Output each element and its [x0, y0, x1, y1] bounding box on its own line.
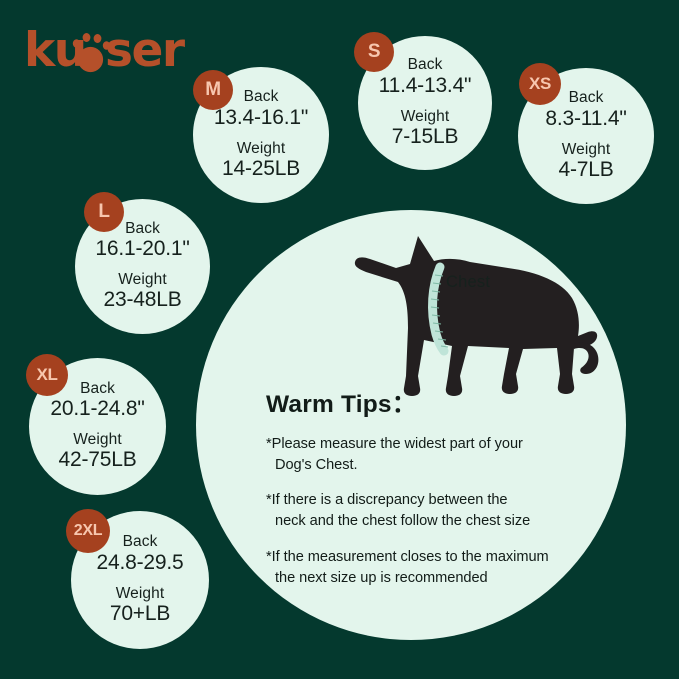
back-value: 11.4-13.4" [378, 73, 472, 97]
paw-print-icon [72, 33, 111, 73]
size-badge-xl[interactable]: XL [26, 354, 68, 396]
brand-logo: ku ser [24, 22, 214, 78]
weight-value: 14-25LB [222, 156, 300, 180]
weight-value: 7-15LB [391, 124, 459, 148]
weight-value: 4-7LB [558, 157, 614, 181]
measuring-tape-icon [428, 262, 449, 356]
weight-label: Weight [115, 584, 165, 602]
back-label: Back [243, 88, 279, 106]
back-label: Back [568, 89, 604, 107]
size-badge-l[interactable]: L [84, 192, 124, 232]
back-value: 20.1-24.8" [50, 397, 145, 421]
warm-tips-block: Warm Tips： *Please measure the widest pa… [266, 385, 596, 588]
back-label: Back [122, 533, 158, 551]
size-badge-xs[interactable]: XS [519, 63, 561, 105]
back-label: Back [80, 379, 115, 397]
warm-tips-title: Warm Tips： [266, 391, 417, 418]
logo-text-left: ku [24, 23, 86, 78]
dog-tail [574, 342, 599, 374]
warm-tip-item: *If the measurement closes to the maximu… [266, 548, 549, 586]
back-value: 13.4-16.1" [213, 105, 309, 129]
dog-illustration [348, 228, 599, 418]
weight-label: Weight [400, 107, 450, 125]
weight-label: Weight [73, 431, 122, 448]
dog-silhouette-icon [354, 236, 598, 396]
warm-tip-item: *If there is a discrepancy between the n… [266, 492, 531, 530]
warm-tip-item: *Please measure the widest part of your … [266, 436, 523, 473]
weight-value: 42-75LB [58, 448, 137, 472]
back-value: 16.1-20.1" [95, 237, 190, 261]
weight-label: Weight [236, 139, 286, 157]
chest-label: Chest [446, 273, 491, 291]
weight-value: 70+LB [109, 601, 171, 625]
weight-label: Weight [118, 271, 167, 288]
size-badge-s[interactable]: S [354, 32, 394, 72]
size-badge-2xl[interactable]: 2XL [66, 509, 110, 553]
weight-value: 23-48LB [103, 288, 182, 312]
back-label: Back [407, 56, 443, 74]
back-label: Back [125, 219, 160, 237]
weight-label: Weight [561, 140, 611, 158]
size-badge-m[interactable]: M [193, 70, 233, 110]
size-bubble-xs[interactable]: Back 8.3-11.4" Weight 4-7LB [518, 68, 654, 204]
back-value: 24.8-29.5 [96, 550, 184, 574]
logo-text-right: ser [105, 23, 186, 78]
back-value: 8.3-11.4" [545, 106, 627, 130]
